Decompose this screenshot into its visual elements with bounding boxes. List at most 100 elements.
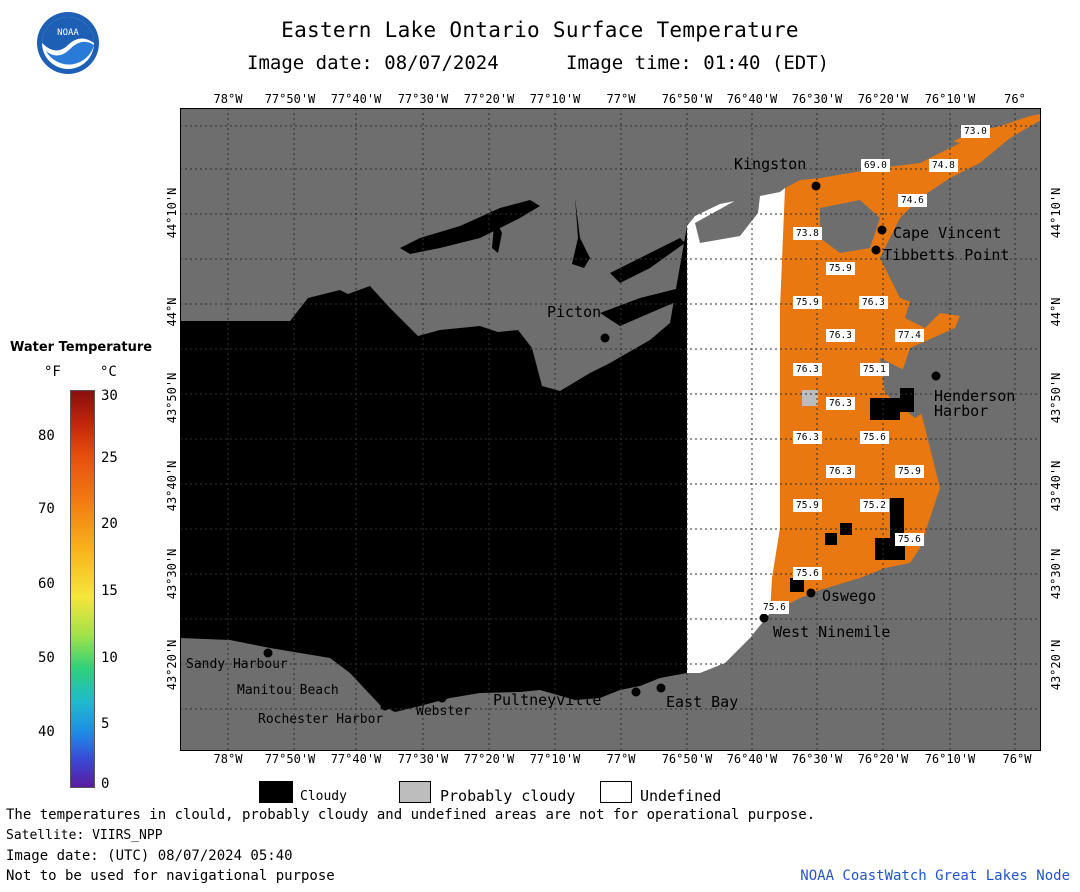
island — [900, 203, 980, 258]
lat-tick: 43°20'N — [1049, 640, 1063, 691]
island — [820, 200, 880, 253]
bay-channel — [490, 208, 502, 253]
place-harbor: Harbor — [934, 402, 989, 420]
lat-tick: 44°N — [1049, 298, 1063, 327]
footer-utc-date: Image date: (UTC) 08/07/2024 05:40 — [6, 848, 293, 864]
bay-channel-4 — [600, 288, 685, 326]
lon-tick-bottom: 77°20'W — [463, 752, 515, 766]
lat-tick: 43°40'N — [165, 461, 179, 512]
lat-tick: 44°10'N — [165, 188, 179, 239]
lon-tick-bottom: 77°W — [606, 752, 636, 766]
colorbar-f-tick: 70 — [38, 501, 55, 517]
footer-satellite: Satellite: VIIRS_NPP — [6, 828, 163, 843]
undefined-region — [687, 188, 785, 673]
pultneyville-marker — [631, 687, 641, 697]
temp-label: 73.0 — [961, 125, 990, 138]
kingston-marker — [811, 181, 821, 191]
lon-tick-top: 77°20'W — [463, 92, 515, 106]
lon-tick-top: 77°10'W — [529, 92, 581, 106]
temp-label: 76.3 — [826, 329, 855, 342]
tibbetts-point-marker — [871, 245, 881, 255]
noaa-logo-text: NOAA — [57, 28, 79, 38]
oswego-marker — [806, 588, 816, 598]
lon-tick-bottom: 76°10'W — [924, 752, 976, 766]
temp-label: 75.1 — [860, 363, 889, 376]
place-henderson: Henderson — [934, 387, 1016, 405]
cloud-patch — [790, 578, 804, 592]
temp-label: 76.3 — [793, 431, 822, 444]
colorbar-f-tick: 40 — [38, 724, 55, 740]
place-webster: Webster — [416, 704, 471, 719]
cloudy-region — [180, 226, 687, 712]
temp-label: 74.6 — [898, 194, 927, 207]
temp-label: 73.8 — [793, 227, 822, 240]
colorbar-unit-f: °F — [44, 364, 61, 380]
west-ninemile-marker — [759, 613, 769, 623]
lon-tick-top: 77°40'W — [330, 92, 382, 106]
lon-tick-top: 76°10'W — [924, 92, 976, 106]
footer-disclaimer: The temperatures in clould, probably clo… — [6, 807, 816, 823]
picton-peninsula — [520, 280, 620, 338]
legend-undefined-swatch — [600, 781, 632, 803]
wolfe-island — [695, 196, 760, 243]
place-markers — [263, 181, 941, 711]
lat-tick: 43°50'N — [1049, 373, 1063, 424]
image-date: Image date: 08/07/2024 — [247, 52, 499, 74]
webster-marker — [540, 681, 550, 691]
temp-label: 75.9 — [895, 465, 924, 478]
lat-tick: 44°10'N — [1049, 188, 1063, 239]
place-tibbetts-point: Tibbetts Point — [883, 246, 1010, 264]
temp-label: 74.8 — [929, 159, 958, 172]
legend-undefined-label: Undefined — [640, 787, 722, 805]
legend-probably-cloudy-swatch — [399, 781, 431, 803]
bay-channel-2 — [572, 198, 590, 268]
footer-credit: NOAA CoastWatch Great Lakes Node — [800, 868, 1070, 884]
place-kingston: Kingston — [734, 155, 807, 173]
cape-vincent-marker — [877, 225, 887, 235]
temp-label: 76.3 — [826, 465, 855, 478]
place-sandy-harbour: Sandy Harbour — [186, 657, 288, 672]
colorbar-title: Water Temperature — [10, 340, 153, 355]
place-manitou-beach: Manitou Beach — [237, 683, 339, 698]
cloud-patch — [890, 498, 904, 538]
map-title: Eastern Lake Ontario Surface Temperature — [281, 18, 799, 42]
island — [905, 268, 945, 328]
colorbar-f-tick: 50 — [38, 650, 55, 666]
lon-tick-bottom: 76°40'W — [726, 752, 778, 766]
island — [885, 138, 960, 163]
new-york-shore — [740, 298, 1041, 751]
lon-tick-bottom: 76°30'W — [791, 752, 843, 766]
image-time: Image time: 01:40 (EDT) — [566, 52, 830, 74]
lat-tick: 43°40'N — [1049, 461, 1063, 512]
colorbar-c-tick: 15 — [101, 583, 118, 599]
place-oswego: Oswego — [822, 587, 877, 605]
lat-tick: 43°30'N — [165, 549, 179, 600]
temp-label: 76.3 — [859, 296, 888, 309]
temp-label: 75.9 — [793, 296, 822, 309]
colorbar-f-tick: 80 — [38, 428, 55, 444]
temp-label: 77.4 — [895, 329, 924, 342]
lon-tick-bottom: 76°50'W — [661, 752, 713, 766]
lon-tick-bottom: 76°W — [1002, 752, 1032, 766]
sandy-harbour-marker — [263, 648, 273, 658]
lon-tick-top: 77°W — [606, 92, 636, 106]
footer-nav-warning: Not to be used for navigational purpose — [6, 868, 335, 884]
place-west-ninemile: West Ninemile — [773, 623, 891, 641]
lon-tick-top: 77°30'W — [397, 92, 449, 106]
colorbar-c-tick: 25 — [101, 450, 118, 466]
lon-tick-top: 76°40'W — [726, 92, 778, 106]
lon-tick-bottom: 76°20'W — [857, 752, 909, 766]
webster-west-marker — [437, 693, 447, 703]
place-east-bay: East Bay — [666, 693, 739, 711]
lat-tick: 43°50'N — [165, 373, 179, 424]
noaa-logo: NOAA — [36, 11, 100, 75]
cloud-patch — [870, 398, 900, 420]
temp-label: 76.3 — [793, 363, 822, 376]
colorbar-c-tick: 10 — [101, 650, 118, 666]
lon-tick-top: 77°50'W — [264, 92, 316, 106]
temp-label: 75.6 — [760, 601, 789, 614]
east-bay-marker — [656, 683, 666, 693]
place-cape-vincent: Cape Vincent — [893, 224, 1002, 242]
lon-tick-bottom: 77°40'W — [330, 752, 382, 766]
lon-tick-top: 76°20'W — [857, 92, 909, 106]
